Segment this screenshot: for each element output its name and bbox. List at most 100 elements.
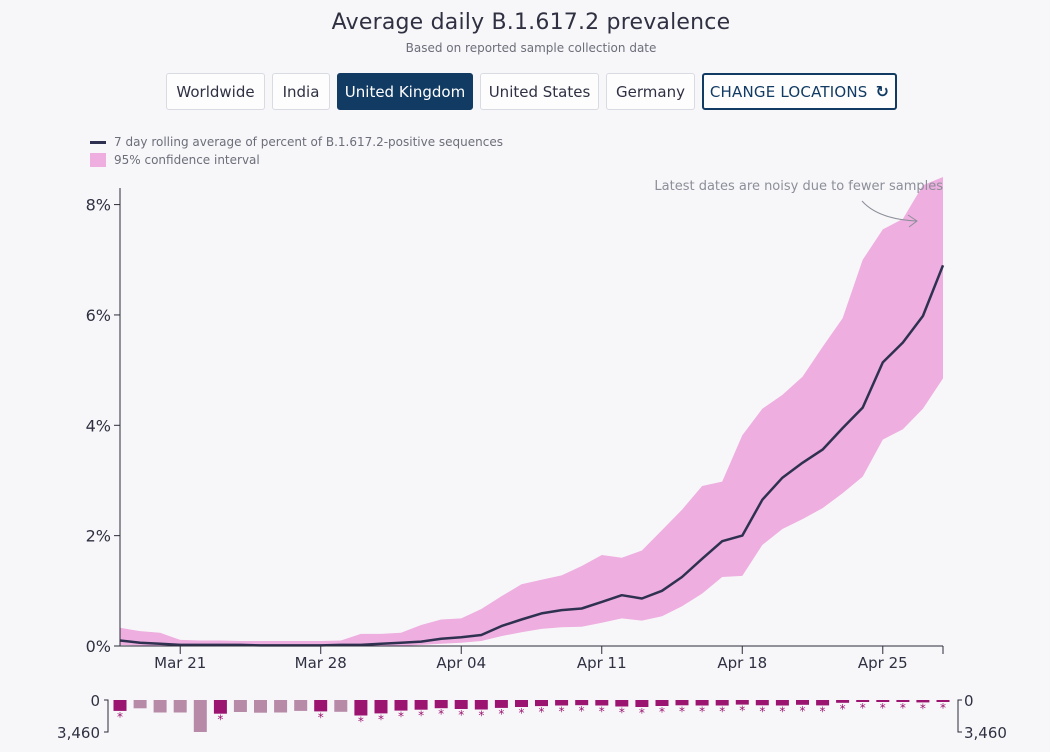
y-tick-label: 6% xyxy=(86,306,111,325)
sample-count-bar xyxy=(755,700,769,706)
sample-count-left-max-label: 3,460 xyxy=(57,724,100,742)
sample-count-bar xyxy=(133,700,147,709)
sample-count-right-max-label: 3,460 xyxy=(964,724,1007,742)
sample-count-bar xyxy=(193,700,207,732)
x-tick-label: Apr 11 xyxy=(577,654,627,672)
low-sample-marker: * xyxy=(920,701,926,715)
change-locations-button[interactable]: CHANGE LOCATIONS ↻ xyxy=(702,73,897,110)
sample-count-bar xyxy=(274,700,288,713)
sample-count-bar xyxy=(655,700,669,706)
low-sample-marker: * xyxy=(217,713,223,727)
low-sample-marker: * xyxy=(438,707,444,721)
low-sample-marker: * xyxy=(117,710,123,724)
sample-count-bar xyxy=(796,700,809,705)
low-sample-marker: * xyxy=(799,704,805,718)
sample-count-bar xyxy=(394,700,408,711)
sample-count-axes: 0 3,460 0 3,460 xyxy=(57,692,1007,742)
refresh-icon: ↻ xyxy=(875,82,890,101)
low-sample-marker: * xyxy=(518,706,524,720)
y-tick-label: 2% xyxy=(86,527,111,546)
sample-count-bar xyxy=(876,700,890,702)
sample-count-bar xyxy=(936,700,950,702)
rolling-average-line xyxy=(119,264,945,647)
confidence-interval-band xyxy=(120,177,943,646)
change-locations-label: CHANGE LOCATIONS xyxy=(709,82,868,101)
sample-count-bar xyxy=(173,700,187,713)
low-sample-marker: * xyxy=(639,706,645,720)
sample-count-bars: * * * * * * * * * * * * * * * * * * * * * * * * * * * * * * * * * xyxy=(113,700,950,732)
low-sample-marker: * xyxy=(900,701,906,715)
sample-count-bar xyxy=(775,700,789,706)
low-sample-marker: * xyxy=(719,705,725,719)
x-tick-label: Apr 18 xyxy=(717,654,767,672)
x-tick-label: Mar 21 xyxy=(154,654,206,672)
sample-count-bar xyxy=(414,700,428,710)
page-title: Average daily B.1.617.2 prevalence xyxy=(331,10,731,35)
sample-count-bar xyxy=(635,700,649,707)
location-button-germany[interactable]: Germany xyxy=(606,73,695,110)
sample-count-bar xyxy=(916,700,930,703)
low-sample-marker: * xyxy=(619,705,625,719)
sample-count-bar xyxy=(735,700,749,705)
location-button-united-kingdom[interactable]: United Kingdom xyxy=(337,73,473,110)
sample-count-bar xyxy=(575,700,589,706)
low-sample-marker: * xyxy=(940,701,946,715)
legend-band-swatch xyxy=(90,153,106,167)
x-tick-label: Apr 25 xyxy=(858,654,908,672)
low-sample-marker: * xyxy=(579,704,585,718)
sample-count-bar xyxy=(816,700,830,706)
annotation-arrow xyxy=(861,200,917,222)
sample-count-right-axis xyxy=(957,699,962,733)
low-sample-marker: * xyxy=(759,704,765,718)
location-button-worldwide[interactable]: Worldwide xyxy=(166,73,265,110)
sample-count-left-zero-label: 0 xyxy=(90,692,100,710)
location-button-india[interactable]: India xyxy=(272,73,330,110)
sample-count-right-zero-label: 0 xyxy=(964,692,974,710)
legend-line-item: 7 day rolling average of percent of B.1.… xyxy=(90,135,503,149)
sample-count-bar xyxy=(675,700,689,706)
low-sample-marker: * xyxy=(378,712,384,726)
sample-count-bar xyxy=(213,700,227,714)
low-sample-marker: * xyxy=(739,704,745,718)
sample-count-bar xyxy=(494,700,508,708)
legend-band-item: 95% confidence interval xyxy=(90,153,260,167)
sample-count-bar xyxy=(615,700,629,707)
low-sample-marker: * xyxy=(820,704,826,718)
sample-count-bar xyxy=(555,700,569,706)
low-sample-marker: * xyxy=(358,715,364,729)
sample-count-bar xyxy=(836,700,850,703)
sample-count-bar xyxy=(113,700,127,711)
low-sample-marker: * xyxy=(659,705,665,719)
sample-count-bar xyxy=(334,700,348,712)
sample-count-bar xyxy=(715,700,729,706)
low-sample-marker: * xyxy=(880,701,886,715)
low-sample-marker: * xyxy=(418,709,424,723)
sample-count-bar xyxy=(434,700,448,709)
low-sample-marker: * xyxy=(679,704,685,718)
legend-band-label: 95% confidence interval xyxy=(114,153,260,167)
y-tick-label: 8% xyxy=(86,196,111,215)
x-tick-label: Mar 28 xyxy=(295,654,347,672)
sample-count-bar xyxy=(856,700,870,702)
sample-count-bar xyxy=(354,700,368,716)
sample-count-bar xyxy=(233,700,247,712)
low-sample-marker: * xyxy=(458,708,464,722)
sample-count-bar xyxy=(153,700,167,713)
low-sample-marker: * xyxy=(478,709,484,723)
location-button-united-states[interactable]: United States xyxy=(480,73,599,110)
legend-line-swatch xyxy=(90,140,106,144)
sample-count-bar xyxy=(474,700,488,710)
x-tick-label: Apr 04 xyxy=(436,654,486,672)
low-sample-marker: * xyxy=(318,710,324,724)
y-tick-label: 4% xyxy=(86,416,111,435)
low-sample-marker: * xyxy=(539,705,545,719)
sample-count-bar xyxy=(294,700,308,711)
low-sample-marker: * xyxy=(398,710,404,724)
annotation-arrowhead xyxy=(907,214,918,228)
low-sample-marker: * xyxy=(779,705,785,719)
sample-count-bar xyxy=(515,700,528,707)
sample-count-bar xyxy=(254,700,267,713)
sample-count-left-axis xyxy=(104,699,109,733)
low-sample-marker: * xyxy=(498,707,504,721)
